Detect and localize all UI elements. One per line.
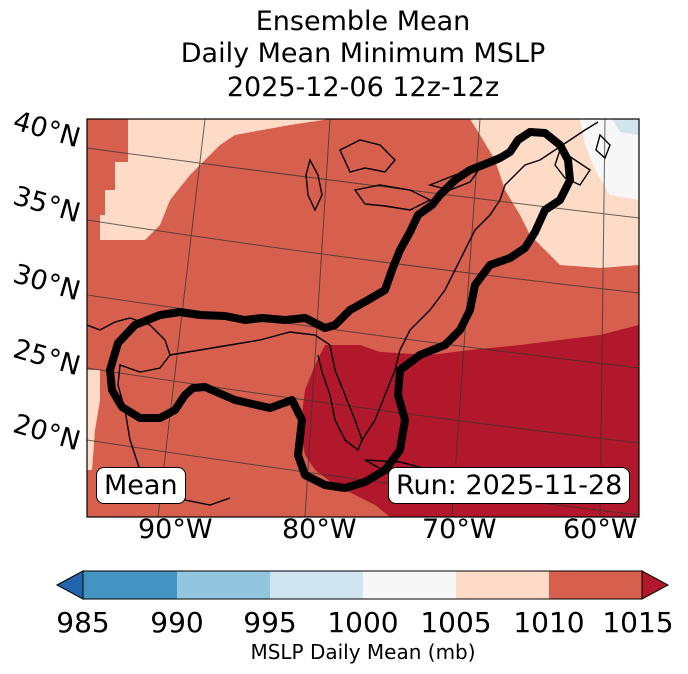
colorbar-tick-1010: 1010 [513,606,585,639]
lon-label-60w: 60°W [563,514,638,545]
colorbar-bin-below-985 [55,570,84,600]
pressure-field [87,119,639,517]
colorbar-tick-1005: 1005 [420,606,492,639]
lon-label-80w: 80°W [282,514,357,545]
colorbar-tick-995: 995 [243,606,297,639]
title-line-2: Daily Mean Minimum MSLP [180,38,546,69]
colorbar-tick-990: 990 [150,606,204,639]
colorbar-tick-985: 985 [56,606,110,639]
colorbar-bin-990-995 [177,571,270,599]
colorbar-bin-995-1000 [270,571,363,599]
lon-label-90w: 90°W [138,514,213,545]
colorbar-bin-1010-1015 [549,571,642,599]
contour-line [106,128,574,492]
field-1005-1010-west [87,370,100,470]
title-line-1: Ensemble Mean [255,6,471,37]
colorbar-bin-1000-1005 [363,571,456,599]
map-frame [86,118,640,518]
colorbar-bin-985-990 [83,571,177,599]
field-995-1000 [612,119,639,135]
colorbar-tick-1015: 1015 [602,606,674,639]
colorbar-tick-1000: 1000 [327,606,399,639]
mean-box: Mean [96,467,186,504]
colorbar-bin-above-1015 [641,570,670,600]
field-1000-1005 [580,119,639,200]
colorbar-bin-1005-1010 [456,571,549,599]
title-line-3: 2025-12-06 12z-12z [226,72,500,103]
run-date-box: Run: 2025-11-28 [388,467,631,504]
lon-label-70w: 70°W [422,514,497,545]
field-1005-1010-north [100,119,330,240]
colorbar-label: MSLP Daily Mean (mb) [250,640,476,664]
